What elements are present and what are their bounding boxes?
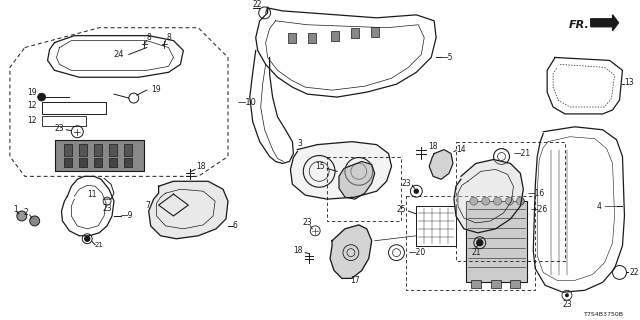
Bar xyxy=(65,144,72,156)
Text: 23: 23 xyxy=(402,179,412,188)
Bar xyxy=(416,206,456,246)
Circle shape xyxy=(516,197,524,205)
Circle shape xyxy=(493,197,502,205)
Circle shape xyxy=(477,240,483,246)
Circle shape xyxy=(482,197,490,205)
Bar xyxy=(466,201,527,282)
Polygon shape xyxy=(429,149,453,179)
Text: 12: 12 xyxy=(27,100,36,109)
Bar xyxy=(351,28,359,38)
Polygon shape xyxy=(148,181,228,239)
Text: 25: 25 xyxy=(397,204,406,213)
Text: FR.: FR. xyxy=(569,20,589,30)
Circle shape xyxy=(38,93,45,101)
Bar xyxy=(42,102,106,114)
Text: —5: —5 xyxy=(441,53,454,62)
Text: 1: 1 xyxy=(13,204,18,213)
Text: 3: 3 xyxy=(297,139,302,148)
Circle shape xyxy=(414,189,419,193)
Bar xyxy=(491,280,500,288)
Text: 23: 23 xyxy=(303,219,312,228)
Polygon shape xyxy=(339,162,374,199)
Text: 22: 22 xyxy=(253,0,262,10)
Text: 18: 18 xyxy=(428,142,438,151)
Polygon shape xyxy=(291,142,392,199)
Bar xyxy=(406,196,535,290)
Text: 17: 17 xyxy=(350,276,360,285)
Bar xyxy=(42,116,86,126)
Text: 23: 23 xyxy=(102,204,112,212)
Text: 19: 19 xyxy=(27,88,36,97)
Text: 6: 6 xyxy=(233,221,238,230)
Bar xyxy=(109,157,117,167)
Circle shape xyxy=(506,197,513,205)
Bar xyxy=(327,156,401,221)
Text: 18: 18 xyxy=(196,162,205,171)
Circle shape xyxy=(565,293,569,297)
Text: —21: —21 xyxy=(513,149,531,158)
Bar xyxy=(79,157,87,167)
Polygon shape xyxy=(454,159,524,233)
Circle shape xyxy=(29,216,40,226)
Bar xyxy=(308,33,316,43)
Text: 19: 19 xyxy=(152,85,161,94)
Text: 8: 8 xyxy=(147,33,152,42)
Text: 15: 15 xyxy=(316,162,325,171)
Text: 7: 7 xyxy=(146,201,150,210)
Circle shape xyxy=(17,211,27,221)
Bar xyxy=(65,157,72,167)
Polygon shape xyxy=(330,225,372,278)
Bar xyxy=(289,33,296,43)
Polygon shape xyxy=(591,15,618,31)
Bar xyxy=(94,157,102,167)
Text: —9: —9 xyxy=(121,212,133,220)
Bar xyxy=(124,144,132,156)
Text: 18: 18 xyxy=(293,246,302,255)
Text: 14: 14 xyxy=(456,145,465,154)
Text: —26: —26 xyxy=(531,204,548,213)
Text: 2: 2 xyxy=(24,209,29,218)
Bar xyxy=(471,280,481,288)
Text: 12: 12 xyxy=(27,116,36,125)
Text: —10: —10 xyxy=(238,98,257,107)
Text: 22: 22 xyxy=(629,268,639,277)
Bar xyxy=(511,280,520,288)
Text: 8: 8 xyxy=(166,33,172,42)
Text: 24: 24 xyxy=(114,50,124,59)
Text: 11: 11 xyxy=(88,190,97,199)
Bar xyxy=(371,27,379,37)
Text: —20: —20 xyxy=(408,248,426,257)
Bar xyxy=(94,144,102,156)
Bar xyxy=(54,140,144,172)
Text: 13: 13 xyxy=(625,78,634,87)
Text: T7S4B3750B: T7S4B3750B xyxy=(584,312,625,316)
Bar xyxy=(331,31,339,41)
Text: —16: —16 xyxy=(527,189,545,198)
Text: 21: 21 xyxy=(94,242,103,248)
Bar xyxy=(124,157,132,167)
Bar xyxy=(79,144,87,156)
Bar xyxy=(456,142,565,260)
Text: 23: 23 xyxy=(55,124,65,133)
Bar xyxy=(109,144,117,156)
Text: 23: 23 xyxy=(562,300,572,309)
Text: 4: 4 xyxy=(596,202,601,211)
Circle shape xyxy=(470,197,478,205)
Circle shape xyxy=(84,236,90,241)
Text: 21: 21 xyxy=(471,248,481,257)
